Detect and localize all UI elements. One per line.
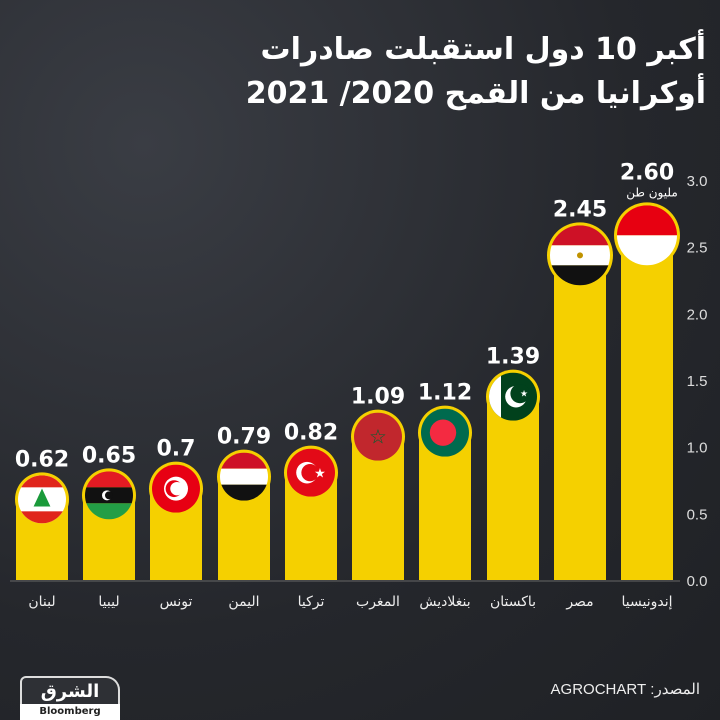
yemen-flag-icon xyxy=(220,452,268,501)
lebanon-flag-icon xyxy=(18,475,66,524)
value-label: 1.39 xyxy=(486,345,540,370)
y-tick-label: 2.5 xyxy=(687,240,708,257)
title-line-2: أوكرانيا من القمح 2020/ 2021 xyxy=(245,76,706,111)
svg-text:☆: ☆ xyxy=(369,425,387,449)
svg-text:★: ★ xyxy=(314,467,326,482)
asharq-bloomberg-logo: الشرق Bloomberg xyxy=(20,676,120,720)
category-label: اليمن xyxy=(228,594,259,610)
category-label: مصر xyxy=(565,594,593,610)
bar xyxy=(621,235,673,581)
category-label: لبنان xyxy=(28,594,55,610)
value-label: 1.12 xyxy=(418,381,472,406)
chart-title: أكبر 10 دول استقبلت صادرات أوكرانيا من ا… xyxy=(106,28,706,116)
morocco-flag-icon: ☆ xyxy=(354,412,402,461)
category-label: إندونيسيا xyxy=(622,594,673,610)
value-label: 2.45 xyxy=(553,197,607,222)
value-label: 0.82 xyxy=(284,421,338,446)
category-label: ليبيا xyxy=(98,594,119,610)
pakistan-flag-icon: ★ xyxy=(489,372,537,421)
svg-text:★: ★ xyxy=(520,390,528,400)
source-note: المصدر: AGROCHART xyxy=(550,681,700,698)
category-label: تركيا xyxy=(298,594,325,610)
value-label: 0.7 xyxy=(157,437,196,462)
y-tick-label: 2.0 xyxy=(687,306,708,323)
category-label: المغرب xyxy=(356,594,400,610)
tunisia-flag-icon xyxy=(152,464,200,513)
value-label: 0.65 xyxy=(82,443,136,468)
y-tick-label: 3.0 xyxy=(687,173,708,190)
value-label: 1.09 xyxy=(351,385,405,410)
bangladesh-flag-icon xyxy=(421,408,469,457)
turkey-flag-icon: ★ xyxy=(287,448,335,497)
y-tick-label: 0.0 xyxy=(687,573,708,590)
value-label: 0.79 xyxy=(217,425,271,450)
unit-label: مليون طن xyxy=(626,185,678,200)
value-label: 0.62 xyxy=(15,447,69,472)
y-tick-label: 1.5 xyxy=(687,373,708,390)
title-line-1: أكبر 10 دول استقبلت صادرات xyxy=(260,32,706,67)
category-label: باكستان xyxy=(490,594,536,610)
y-tick-label: 1.0 xyxy=(687,440,708,457)
indonesia-flag-icon xyxy=(617,205,677,266)
egypt-flag-icon xyxy=(550,225,610,286)
y-tick-label: 0.5 xyxy=(687,506,708,523)
category-label: بنغلاديش xyxy=(419,594,470,610)
libya-flag-icon xyxy=(85,471,133,520)
category-label: تونس xyxy=(160,594,193,610)
bar xyxy=(554,255,606,581)
bar xyxy=(487,396,539,580)
value-label: 2.60 xyxy=(620,160,674,185)
